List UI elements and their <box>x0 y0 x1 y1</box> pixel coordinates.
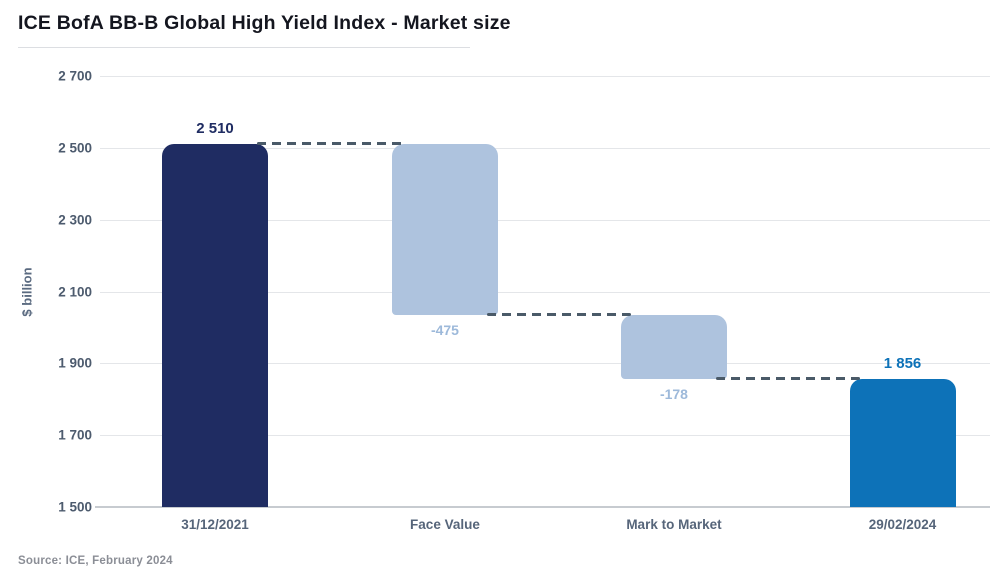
y-tick-label-2500: 2 500 <box>58 140 92 156</box>
step-connector-1 <box>256 142 402 146</box>
y-tick-label-2100: 2 100 <box>58 284 92 299</box>
y-axis-title: $ billion <box>19 267 35 317</box>
x-tick-label-29-02-2024: 29/02/2024 <box>868 517 937 532</box>
gridline-1700 <box>100 435 990 437</box>
x-tick-label-mark-to-market: Mark to Market <box>626 517 722 532</box>
bar-31-12-2021 <box>161 144 268 507</box>
title-divider <box>18 47 470 48</box>
value-label-mark-to-market: -178 <box>659 385 688 402</box>
x-axis-line <box>95 506 990 508</box>
y-tick-label-1700: 1 700 <box>58 427 92 443</box>
step-connector-2 <box>486 312 631 316</box>
source-note: Source: ICE, February 2024 <box>18 555 173 567</box>
y-tick-label-1500: 1 500 <box>58 499 92 515</box>
gridline-2700 <box>100 76 990 77</box>
x-tick-label-31-12-2021: 31/12/2021 <box>181 517 249 532</box>
waterfall-plot-area: 2 700 2 500 2 300 2 100 1 900 1 700 1 500 2 510… <box>58 69 990 532</box>
gridline-2500 <box>100 147 990 149</box>
chart-title: ICE BofA BB-B Global High Yield Index - … <box>18 12 511 34</box>
gridline-2300 <box>100 219 990 221</box>
gridline-1900 <box>100 363 990 365</box>
gridline-2100 <box>100 291 990 293</box>
bar-mark-to-market <box>620 314 727 379</box>
x-tick-label-face-value: Face Value <box>410 517 480 532</box>
step-connector-3 <box>715 376 860 380</box>
y-tick-label-2300: 2 300 <box>58 212 92 228</box>
bar-29-02-2024 <box>849 379 956 507</box>
value-label-31-12-2021: 2 510 <box>196 120 234 138</box>
value-label-face-value: -475 <box>430 321 459 338</box>
y-tick-label-2700: 2 700 <box>58 68 92 84</box>
value-label-29-02-2024: 1 856 <box>883 355 922 373</box>
y-tick-label-1900: 1 900 <box>58 355 92 371</box>
bar-face-value <box>391 144 498 315</box>
